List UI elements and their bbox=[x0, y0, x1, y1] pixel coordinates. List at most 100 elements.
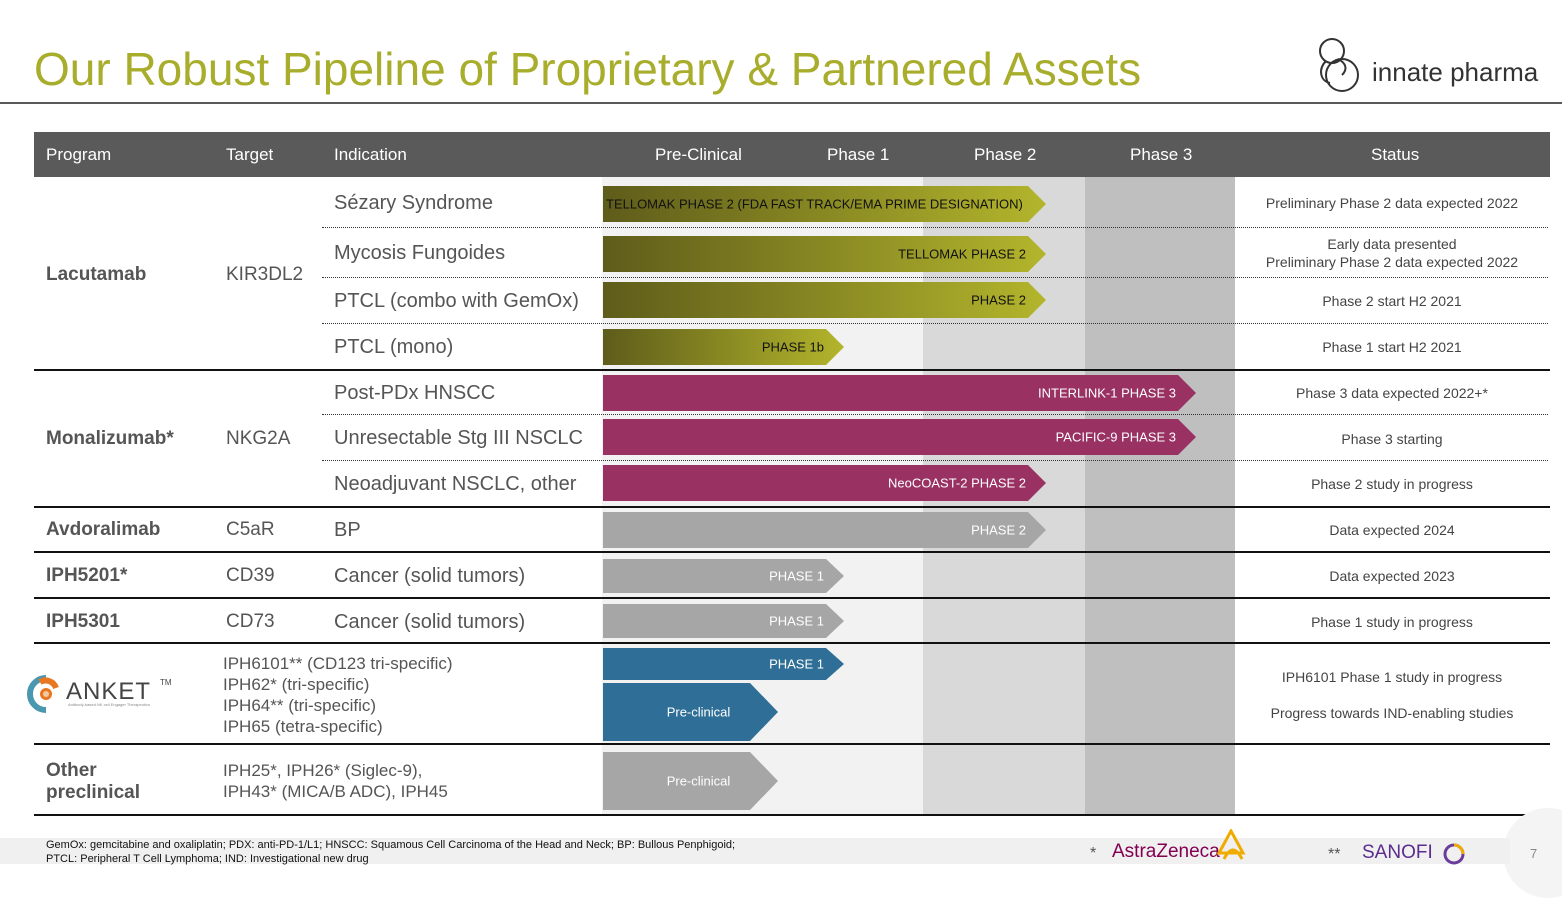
indication-neoadjuvant: Neoadjuvant NSCLC, other bbox=[334, 473, 577, 495]
indication-ptcl-mono: PTCL (mono) bbox=[334, 336, 454, 358]
target-nkg2a: NKG2A bbox=[226, 428, 291, 449]
status-text: IPH6101 Phase 1 study in progress bbox=[1281, 669, 1503, 685]
pipeline-arrow bbox=[603, 465, 1046, 501]
anket-logo: ANKET TM Antibody-based NK cell Engager … bbox=[26, 672, 196, 717]
pipeline-arrow-label: INTERLINK-1 PHASE 3 bbox=[1038, 386, 1176, 401]
other-indication: IPH25*, IPH26* (Siglec-9), bbox=[223, 761, 423, 780]
sanofi-logo: ** SANOFI bbox=[1328, 838, 1468, 866]
status-text: Early data presented Preliminary Phase 2… bbox=[1265, 236, 1519, 270]
status-text: Data expected 2024 bbox=[1329, 522, 1455, 538]
pipeline-arrow-label: PHASE 1b bbox=[762, 340, 824, 355]
astrazeneca-name: AstraZeneca bbox=[1112, 841, 1220, 862]
pipeline-arrow bbox=[603, 186, 1046, 222]
pipeline-arrow-label: NeoCOAST-2 PHASE 2 bbox=[888, 476, 1026, 491]
pipeline-arrow bbox=[603, 559, 844, 593]
indication-bp: BP bbox=[334, 519, 361, 541]
page-title: Our Robust Pipeline of Proprietary & Par… bbox=[34, 43, 1142, 95]
sanofi-icon bbox=[1443, 843, 1465, 865]
indication-solid-tumors: Cancer (solid tumors) bbox=[334, 611, 526, 633]
pipeline-arrow-label: PHASE 1 bbox=[769, 657, 824, 672]
pipeline-arrow-label: TELLOMAK PHASE 2 bbox=[898, 247, 1026, 262]
pipeline-arrow-label: PHASE 2 bbox=[971, 523, 1026, 538]
group-divider bbox=[34, 369, 1550, 371]
footnote: GemOx: gemcitabine and oxaliplatin; PDX:… bbox=[46, 838, 735, 866]
astrazeneca-icon bbox=[1216, 829, 1246, 860]
header-target: Target bbox=[226, 145, 274, 164]
indication-sezary: Sézary Syndrome bbox=[334, 192, 493, 214]
pipeline-arrow bbox=[603, 512, 1046, 548]
program-avdoralimab: Avdoralimab bbox=[46, 519, 161, 540]
group-divider bbox=[34, 642, 1550, 644]
target-cd39: CD39 bbox=[226, 565, 275, 586]
header-phase3: Phase 3 bbox=[1130, 145, 1193, 164]
target-kir3dl2: KIR3DL2 bbox=[226, 264, 304, 285]
indication-hnscc: Post-PDx HNSCC bbox=[334, 382, 496, 404]
indication-ptcl-combo: PTCL (combo with GemOx) bbox=[334, 290, 579, 312]
group-divider bbox=[34, 743, 1550, 745]
target-c5ar: C5aR bbox=[226, 519, 275, 540]
pipeline-arrow bbox=[603, 375, 1196, 411]
pipeline-arrow bbox=[603, 236, 1046, 272]
anket-indication: IPH65 (tetra-specific) bbox=[223, 717, 383, 736]
pipeline-arrow bbox=[603, 604, 844, 638]
program-iph5201: IPH5201* bbox=[46, 565, 128, 586]
header-program: Program bbox=[46, 145, 112, 164]
status-text: Progress towards IND-enabling studies bbox=[1270, 705, 1514, 721]
pipeline-arrow bbox=[603, 282, 1046, 318]
indication-solid-tumors: Cancer (solid tumors) bbox=[334, 565, 526, 587]
pipeline-arrow bbox=[603, 752, 778, 810]
anket-indication: IPH6101** (CD123 tri-specific) bbox=[223, 654, 453, 673]
status-text: Phase 2 study in progress bbox=[1311, 476, 1473, 492]
target-cd73: CD73 bbox=[226, 611, 275, 632]
anket-tagline: Antibody-based NK cell Engager Therapeut… bbox=[68, 702, 150, 707]
anket-indication: IPH64** (tri-specific) bbox=[223, 696, 377, 715]
footnote-line: GemOx: gemcitabine and oxaliplatin; PDX:… bbox=[46, 839, 736, 851]
innate-pharma-logo-icon bbox=[1319, 38, 1359, 92]
pipeline-arrow-label: TELLOMAK PHASE 2 (FDA FAST TRACK/EMA PRI… bbox=[606, 197, 1023, 212]
row-divider bbox=[322, 323, 1548, 324]
group-divider bbox=[34, 597, 1550, 599]
status-text: Preliminary Phase 2 data expected 2022 bbox=[1265, 195, 1519, 211]
other-indication: IPH43* (MICA/B ADC), IPH45 bbox=[223, 782, 448, 801]
sanofi-marker: ** bbox=[1328, 846, 1341, 863]
status-text: Phase 1 study in progress bbox=[1311, 614, 1473, 630]
pipeline-arrow-label: PHASE 1 bbox=[769, 569, 824, 584]
program-monalizumab: Monalizumab* bbox=[46, 428, 174, 449]
header-status: Status bbox=[1371, 145, 1420, 164]
band-phase3 bbox=[1085, 177, 1235, 815]
pipeline-arrow bbox=[603, 683, 778, 741]
row-divider bbox=[322, 460, 1548, 461]
footnote-line: PTCL: Peripheral T Cell Lymphoma; IND: I… bbox=[46, 853, 369, 865]
title-divider bbox=[0, 102, 1562, 104]
table-header: Program Target Indication Pre-Clinical P… bbox=[34, 132, 1550, 177]
astrazeneca-marker: * bbox=[1090, 845, 1097, 862]
status-text: Phase 2 start H2 2021 bbox=[1322, 293, 1462, 309]
anket-indication: IPH62* (tri-specific) bbox=[223, 675, 370, 694]
status-text: Data expected 2023 bbox=[1329, 568, 1455, 584]
header-phase2: Phase 2 bbox=[974, 145, 1037, 164]
pipeline-arrow-label: Pre-clinical bbox=[667, 774, 731, 789]
row-divider bbox=[322, 414, 1548, 415]
anket-wordmark: ANKET bbox=[66, 678, 152, 705]
program-lacutamab: Lacutamab bbox=[46, 264, 147, 285]
anket-trademark: TM bbox=[160, 678, 172, 687]
row-divider bbox=[322, 277, 1548, 278]
program-other-preclinical: Other preclinical bbox=[46, 760, 140, 803]
pipeline-arrow bbox=[603, 329, 844, 365]
header-phase1: Phase 1 bbox=[827, 145, 890, 164]
anket-logo-icon bbox=[27, 675, 59, 713]
sanofi-name: SANOFI bbox=[1362, 842, 1433, 863]
innate-pharma-logo: innate pharma bbox=[1312, 35, 1552, 100]
pipeline-arrow bbox=[603, 419, 1196, 455]
row-divider bbox=[322, 227, 1548, 228]
pipeline-arrow-label: PHASE 1 bbox=[769, 614, 824, 629]
pipeline-arrow-label: Pre-clinical bbox=[667, 705, 731, 720]
indication-mycosis: Mycosis Fungoides bbox=[334, 242, 506, 264]
logo-text: innate pharma bbox=[1372, 57, 1539, 87]
astrazeneca-logo: * AstraZeneca bbox=[1090, 829, 1250, 867]
pipeline-arrow-label: PACIFIC-9 PHASE 3 bbox=[1056, 430, 1176, 445]
page-number: 7 bbox=[1530, 846, 1538, 861]
status-text: Phase 1 start H2 2021 bbox=[1322, 339, 1462, 355]
status-text: Phase 3 starting bbox=[1341, 431, 1443, 447]
header-preclinical: Pre-Clinical bbox=[655, 145, 742, 164]
